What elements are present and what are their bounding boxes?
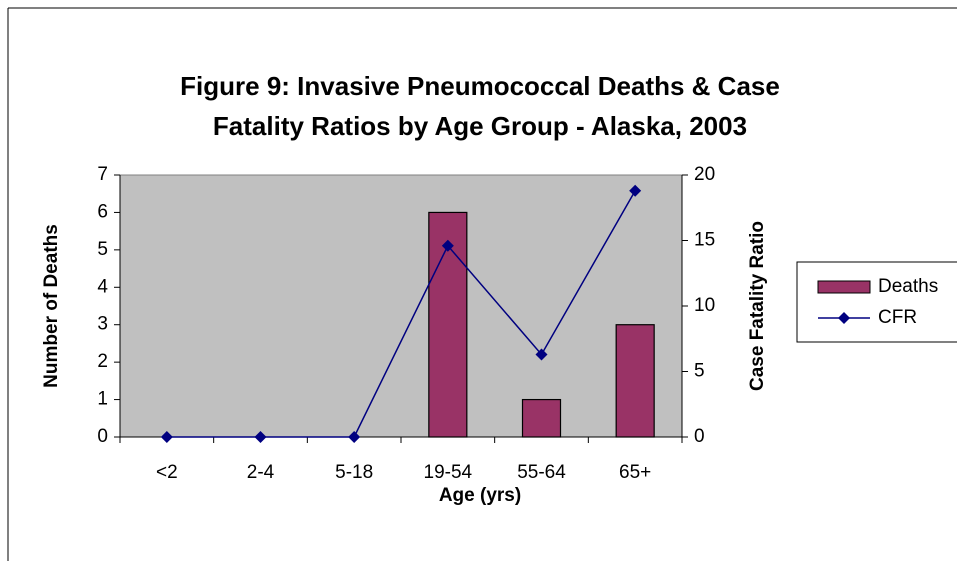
y2-tick-label: 0 xyxy=(694,426,705,447)
y2-tick-label: 15 xyxy=(694,230,715,251)
y-tick-label: 0 xyxy=(97,426,108,447)
y-tick-label: 6 xyxy=(97,201,108,222)
x-tick-label: 65+ xyxy=(619,462,651,483)
x-tick-label: 19-54 xyxy=(424,462,473,483)
marker xyxy=(629,184,642,197)
marker xyxy=(348,431,361,443)
marker xyxy=(535,348,548,361)
y-axis-label: Number of Deaths xyxy=(41,224,62,388)
y-tick-label: 3 xyxy=(97,314,108,335)
y2-tick-label: 10 xyxy=(694,295,715,316)
y2-tick-label: 5 xyxy=(694,361,705,382)
plot-area xyxy=(119,174,683,438)
legend-marker xyxy=(838,312,850,324)
y2-axis-label: Case Fatality Ratio xyxy=(747,221,768,391)
bar xyxy=(521,398,562,438)
y-tick-label: 1 xyxy=(97,389,108,410)
x-tick-label: 5-18 xyxy=(335,462,373,483)
y-tick-label: 4 xyxy=(97,276,108,297)
marker xyxy=(160,431,173,443)
marker xyxy=(441,239,454,252)
x-axis-label: Age (yrs) xyxy=(439,485,521,506)
y2-tick-label: 20 xyxy=(694,164,715,185)
chart-title: Figure 9: Invasive Pneumococcal Deaths &… xyxy=(180,71,780,141)
legend-label: CFR xyxy=(878,307,917,328)
marker xyxy=(254,431,267,443)
line xyxy=(166,190,636,438)
x-tick-label: 2-4 xyxy=(247,462,275,483)
bar xyxy=(615,324,655,438)
legend-box xyxy=(796,261,957,343)
x-tick-label: <2 xyxy=(156,462,178,483)
legend-label: Deaths xyxy=(878,276,938,297)
y-tick-label: 7 xyxy=(97,164,108,185)
y-tick-label: 2 xyxy=(97,351,108,372)
y-tick-label: 5 xyxy=(97,239,108,260)
legend-swatch xyxy=(817,280,871,294)
x-tick-label: 55-64 xyxy=(517,462,566,483)
